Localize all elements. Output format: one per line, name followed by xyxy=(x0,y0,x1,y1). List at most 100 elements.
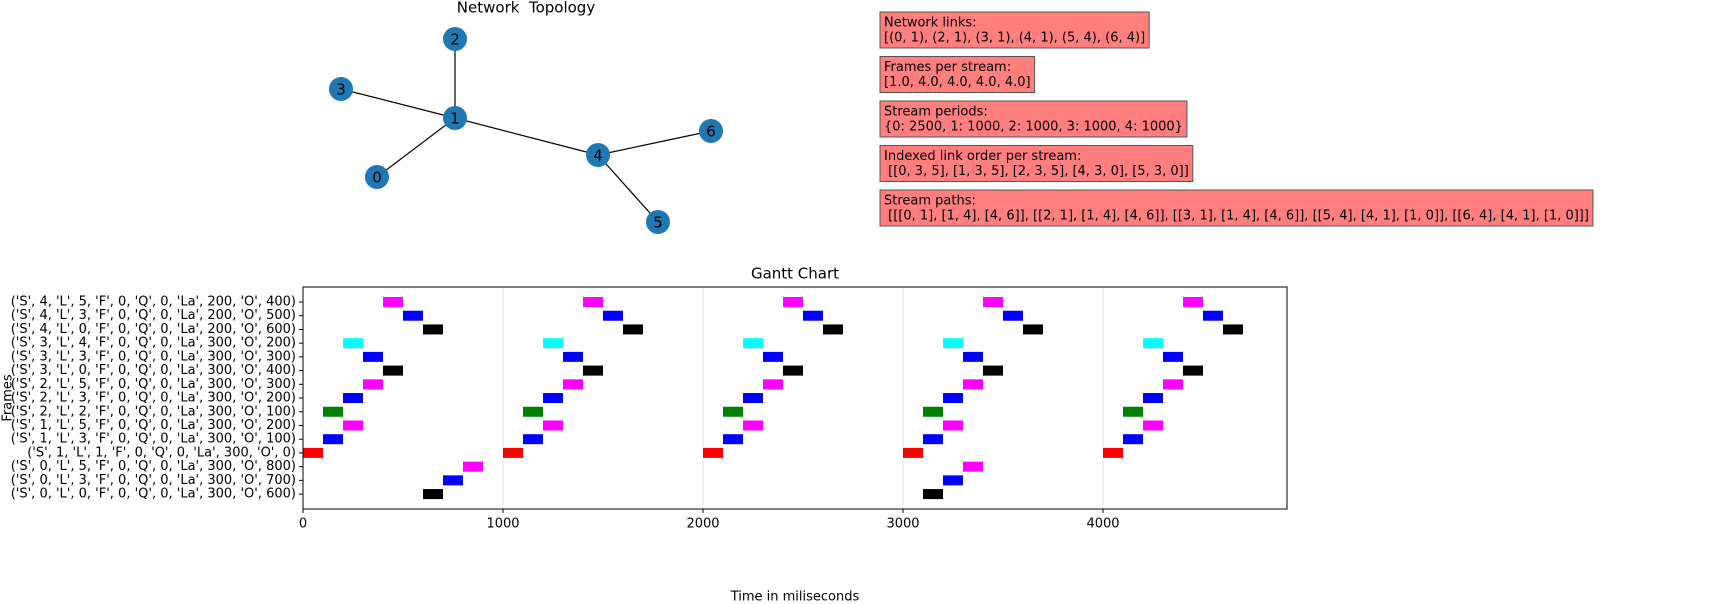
gantt-bar xyxy=(1163,351,1183,362)
info-box-bg xyxy=(879,189,1594,227)
gantt-bar xyxy=(963,351,983,362)
y-tick-label: ('S', 0, 'L', 0, 'F', 0, 'Q', 0, 'La', 3… xyxy=(11,487,296,502)
node-label: 5 xyxy=(653,214,663,232)
info-box: Network links:[(0, 1), (2, 1), (3, 1), (… xyxy=(879,11,1150,49)
gantt-bar xyxy=(723,434,743,445)
gantt-bar xyxy=(1163,379,1183,390)
edge xyxy=(376,117,456,178)
gantt-bar xyxy=(343,393,363,404)
node xyxy=(443,27,467,51)
y-tick-label: ('S', 2, 'L', 5, 'F', 0, 'Q', 0, 'La', 3… xyxy=(11,377,296,392)
gantt-bar xyxy=(1103,447,1123,458)
y-axis-label: Frames xyxy=(1,374,16,422)
plot-frame xyxy=(302,286,1288,510)
gantt-bar xyxy=(543,420,563,431)
x-tick-label: 1000 xyxy=(486,517,519,532)
gantt-bar xyxy=(1023,324,1043,335)
gantt-bar xyxy=(523,434,543,445)
info-box-text: [(0, 1), (2, 1), (3, 1), (4, 1), (5, 4),… xyxy=(884,31,1145,46)
x-tick-label: 3000 xyxy=(886,517,919,532)
node-label: 0 xyxy=(372,169,382,187)
gantt-bar xyxy=(563,351,583,362)
info-box-title: Stream paths: xyxy=(884,194,976,209)
info-box-text: {0: 2500, 1: 1000, 2: 1000, 3: 1000, 4: … xyxy=(884,120,1183,135)
gantt-bar xyxy=(963,461,983,472)
gantt-bar xyxy=(1143,420,1163,431)
info-box-text: [[[0, 1], [1, 4], [4, 6]], [[2, 1], [1, … xyxy=(884,209,1589,224)
y-tick-label: ('S', 3, 'L', 3, 'F', 0, 'Q', 0, 'La', 3… xyxy=(11,349,296,364)
node-label: 3 xyxy=(336,81,346,99)
y-tick-label: ('S', 4, 'L', 0, 'F', 0, 'Q', 0, 'La', 2… xyxy=(11,322,296,337)
gantt-bar xyxy=(423,489,443,500)
y-tick-label: ('S', 2, 'L', 3, 'F', 0, 'Q', 0, 'La', 3… xyxy=(11,391,296,406)
info-box: Frames per stream:[1.0, 4.0, 4.0, 4.0, 4… xyxy=(879,56,1036,93)
info-box-title: Frames per stream: xyxy=(884,60,1011,75)
gantt-bar xyxy=(1143,338,1163,349)
info-box-title: Network links: xyxy=(884,16,977,31)
gantt-bar xyxy=(943,475,963,486)
gantt-bar xyxy=(343,338,363,349)
x-tick-label: 4000 xyxy=(1086,517,1119,532)
info-box-bg xyxy=(879,145,1194,182)
y-tick-label: ('S', 1, 'L', 3, 'F', 0, 'Q', 0, 'La', 3… xyxy=(11,432,296,447)
gantt-bar xyxy=(443,475,463,486)
gantt-bar xyxy=(403,310,423,321)
info-box: Indexed link order per stream: [[0, 3, 5… xyxy=(879,145,1194,182)
y-tick-label: ('S', 1, 'L', 1, 'F', 0, 'Q', 0, 'La', 3… xyxy=(27,445,296,460)
x-tick-label: 2000 xyxy=(686,517,719,532)
y-tick-label: ('S', 4, 'L', 5, 'F', 0, 'Q', 0, 'La', 2… xyxy=(11,295,296,310)
gantt-bar xyxy=(383,297,403,307)
gantt-bar xyxy=(723,406,743,417)
gantt-bar xyxy=(323,434,343,445)
gantt-bar xyxy=(603,310,623,321)
info-box-bg xyxy=(879,56,1036,93)
gantt-title: Gantt Chart xyxy=(751,265,839,283)
info-box-bg xyxy=(879,100,1188,138)
gantt-bar xyxy=(783,297,803,307)
edge xyxy=(454,117,599,156)
gantt-bar xyxy=(783,365,803,376)
gantt-bar xyxy=(983,365,1003,376)
gantt-bar xyxy=(963,379,983,390)
gantt-bar xyxy=(363,351,383,362)
node xyxy=(586,143,610,167)
gantt-bar xyxy=(303,447,323,458)
node xyxy=(699,119,723,143)
node-label: 4 xyxy=(593,147,603,165)
gantt-bar xyxy=(423,324,443,335)
gantt-bar xyxy=(943,393,963,404)
gantt-bar xyxy=(943,338,963,349)
gantt-bar xyxy=(523,406,543,417)
gantt-bar xyxy=(623,324,643,335)
node-label: 1 xyxy=(450,110,460,128)
gantt-bar xyxy=(1123,406,1143,417)
node xyxy=(443,106,467,130)
gantt-bar xyxy=(743,420,763,431)
info-box: Stream paths: [[[0, 1], [1, 4], [4, 6]],… xyxy=(879,189,1594,227)
gantt-bar xyxy=(563,379,583,390)
gantt-bar xyxy=(1203,310,1223,321)
info-box-bg xyxy=(879,11,1150,49)
gantt-bar xyxy=(943,420,963,431)
y-tick-label: ('S', 4, 'L', 3, 'F', 0, 'Q', 0, 'La', 2… xyxy=(11,308,296,323)
y-tick-label: ('S', 3, 'L', 0, 'F', 0, 'Q', 0, 'La', 3… xyxy=(11,363,296,378)
gantt-bar xyxy=(343,420,363,431)
gantt-bar xyxy=(1223,324,1243,335)
node xyxy=(365,165,389,189)
gantt-bar xyxy=(323,406,343,417)
node-label: 2 xyxy=(450,31,460,49)
gantt-bar xyxy=(923,434,943,445)
gantt-bar xyxy=(823,324,843,335)
node xyxy=(329,77,353,101)
edge xyxy=(340,88,456,119)
info-box-title: Stream periods: xyxy=(884,105,988,120)
gantt-bar xyxy=(1143,393,1163,404)
info-box: Stream periods:{0: 2500, 1: 1000, 2: 100… xyxy=(879,100,1188,138)
gantt-bar xyxy=(903,447,923,458)
gantt-bar xyxy=(583,297,603,307)
y-tick-label: ('S', 2, 'L', 2, 'F', 0, 'Q', 0, 'La', 3… xyxy=(11,404,296,419)
gantt-bar xyxy=(543,393,563,404)
gantt-bar xyxy=(463,461,483,472)
y-tick-label: ('S', 0, 'L', 5, 'F', 0, 'Q', 0, 'La', 3… xyxy=(11,459,296,474)
